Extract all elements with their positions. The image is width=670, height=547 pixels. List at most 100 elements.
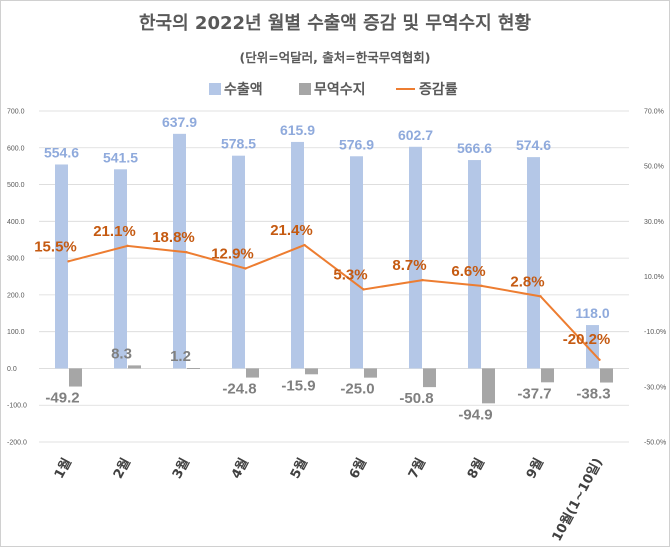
export-bar <box>291 141 304 369</box>
growth-rate-point <box>362 288 365 291</box>
y-tick-left-label: -100.0 <box>7 403 27 410</box>
growth-rate-point <box>67 260 70 263</box>
x-category-label: 3월 <box>169 455 193 481</box>
growth-rate-point <box>185 251 188 254</box>
y-tick-right-label: -30.0% <box>644 384 666 391</box>
export-value-label: 602.7 <box>398 127 433 143</box>
x-category-label: 4월 <box>228 455 252 481</box>
trade-balance-bar <box>541 368 554 383</box>
y-tick-left-label: -200.0 <box>7 440 27 447</box>
growth-rate-point <box>244 267 247 270</box>
growth-rate-point <box>421 278 424 282</box>
trade-balance-value-label: -15.9 <box>281 377 315 394</box>
y-tick-right-label: -50.0% <box>644 440 666 447</box>
legend-swatch-trade-balance <box>299 83 311 95</box>
growth-rate-value-label: 21.4% <box>270 222 313 239</box>
export-bar <box>468 160 481 369</box>
y-tick-right-label: 70.0% <box>644 109 664 116</box>
export-bar <box>232 155 245 369</box>
trade-balance-value-label: -50.8 <box>399 390 433 407</box>
export-bars <box>55 133 599 369</box>
growth-rate-value-label: 8.7% <box>392 257 426 274</box>
y-tick-right-label: 50.0% <box>644 164 664 171</box>
data-labels: 554.6 541.5 637.9 578.5 615.9 576.9 602.7 566.6… <box>34 114 610 424</box>
y-tick-left-label: 400.0 <box>7 219 25 226</box>
growth-rate-value-label: 6.6% <box>451 263 485 280</box>
trade-balance-value-label: 8.3 <box>111 345 132 362</box>
trade-balance-value-label: -25.0 <box>340 381 374 398</box>
x-category-label: 6월 <box>346 455 370 481</box>
x-category-label: 7월 <box>405 455 429 481</box>
x-axis-categories: 1월 2월 3월 4월 5월 6월 7월 8월 9월 10월(1~10일) <box>51 455 606 544</box>
trade-balance-bar <box>187 368 200 370</box>
y-tick-left-label: 700.0 <box>7 109 25 116</box>
legend-label-trade-balance: 무역수지 <box>314 81 366 98</box>
growth-rate-line <box>67 243 601 362</box>
trade-balance-value-label: -37.7 <box>517 385 551 402</box>
legend-swatch-exports <box>209 83 221 95</box>
y-tick-left-label: 200.0 <box>7 292 25 299</box>
trade-balance-bar <box>128 365 141 369</box>
x-category-label: 10월(1~10일) <box>549 455 606 544</box>
legend: 수출액 무역수지 증감률 <box>209 81 458 98</box>
trade-balance-value-label: -49.2 <box>45 390 79 407</box>
trade-balance-bar <box>423 368 436 388</box>
legend-label-growth-rate: 증감률 <box>419 81 458 98</box>
export-value-label: 574.6 <box>516 137 551 153</box>
growth-rate-value-label: 21.1% <box>93 223 136 240</box>
export-bar <box>114 169 127 369</box>
export-bar <box>55 164 68 369</box>
trade-balance-value-label: -24.8 <box>222 381 256 398</box>
export-value-label: 576.9 <box>339 136 374 152</box>
export-value-label: 578.5 <box>221 136 256 152</box>
x-category-label: 2월 <box>110 455 134 481</box>
trade-balance-bar <box>246 368 259 378</box>
growth-rate-point <box>303 243 306 247</box>
export-value-label: 566.6 <box>457 140 492 156</box>
trade-balance-bars <box>69 365 613 404</box>
trade-balance-bar <box>305 368 318 375</box>
y-axis-left: 700.0 600.0 500.0 400.0 300.0 200.0 100.0 0.0 -1… <box>7 109 27 447</box>
growth-rate-value-label: 15.5% <box>34 238 77 255</box>
y-tick-right-label: 30.0% <box>644 219 664 226</box>
export-value-label: 118.0 <box>575 305 609 321</box>
y-tick-left-label: 500.0 <box>7 182 25 189</box>
y-tick-left-label: 600.0 <box>7 145 25 152</box>
trade-balance-bar <box>482 368 495 404</box>
growth-rate-point <box>598 358 601 362</box>
x-category-label: 8월 <box>464 455 488 481</box>
x-category-label: 1월 <box>51 455 75 481</box>
growth-rate-value-label: 5.3% <box>333 266 367 283</box>
growth-rate-point <box>539 295 542 298</box>
gridlines <box>39 110 629 443</box>
export-bar <box>527 157 540 369</box>
y-tick-left-label: 100.0 <box>7 329 25 336</box>
trade-balance-value-label: -38.3 <box>576 386 610 403</box>
y-tick-right-label: 10.0% <box>644 274 664 281</box>
growth-rate-point <box>126 244 129 248</box>
export-bar <box>350 156 363 369</box>
growth-rate-polyline <box>68 243 601 361</box>
y-axis-right: 70.0% 50.0% 30.0% 10.0% -10.0% -30.0% -50.0% <box>644 109 666 447</box>
trade-balance-value-label: -94.9 <box>458 406 492 423</box>
growth-rate-value-label: -20.2% <box>563 331 611 348</box>
chart-title: 한국의 2022년 월별 수출액 증감 및 무역수지 현황 <box>139 13 531 34</box>
trade-balance-bar <box>600 368 613 383</box>
growth-rate-value-label: 18.8% <box>152 229 195 246</box>
y-tick-left-label: 0.0 <box>7 366 17 373</box>
trade-balance-value-label: 1.2 <box>170 348 191 365</box>
export-value-label: 615.9 <box>280 122 315 138</box>
export-bar <box>409 146 422 369</box>
chart-subtitle: (단위=억달러, 출처=한국무역협회) <box>240 50 431 65</box>
export-bar <box>586 325 599 369</box>
y-tick-left-label: 300.0 <box>7 256 25 263</box>
export-value-label: 554.6 <box>44 144 79 160</box>
x-category-label: 5월 <box>287 455 311 481</box>
growth-rate-value-label: 12.9% <box>211 246 254 263</box>
trade-balance-bar <box>364 368 377 378</box>
export-value-label: 541.5 <box>103 149 138 165</box>
y-tick-right-label: -10.0% <box>644 329 666 336</box>
x-category-label: 9월 <box>523 455 547 481</box>
